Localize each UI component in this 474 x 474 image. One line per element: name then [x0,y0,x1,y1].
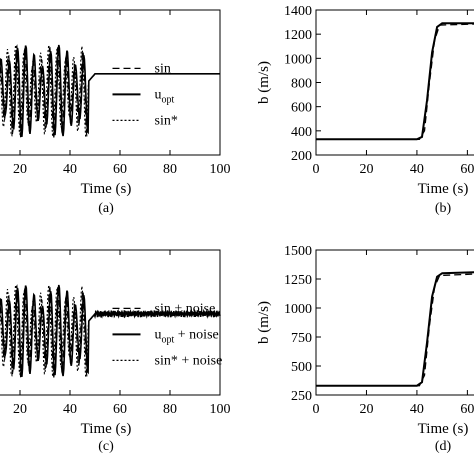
x-tick-label: 20 [13,162,27,177]
plot-frame [0,249,221,396]
x-tick-label: 20 [359,162,373,177]
series-line-solid [0,284,221,378]
series-line-dotted [0,284,221,378]
panel-label: (c) [98,439,114,454]
x-tick-label: 60 [460,402,474,417]
y-tick-label: 1250 [284,273,312,288]
series-line-solid [316,271,474,387]
series-line-dashed [316,23,474,140]
x-axis-label: Time (s) [81,181,132,197]
y-tick-label: 1000 [284,302,312,317]
x-axis-label: Time (s) [81,421,132,437]
legend-label: sin* [155,113,178,128]
x-tick-label: 20 [13,402,27,417]
x-tick-label: 60 [460,162,474,177]
panel-label: (a) [98,201,114,216]
y-tick-label: 600 [291,101,312,116]
y-axis-label: b (m/s) [256,301,272,344]
panel-label: (b) [435,201,452,216]
legend-label: uopt [155,87,175,105]
x-tick-label: 0 [313,162,320,177]
legend-label: uopt + noise [155,327,219,345]
x-tick-label: 40 [63,402,77,417]
x-tick-label: 80 [163,162,177,177]
y-axis-label: b (m/s) [256,61,272,104]
series-line-dotted [0,44,220,138]
legend-subscript: opt [162,94,175,105]
y-tick-label: 1000 [284,52,312,67]
series-line-dashed [0,44,220,138]
panel-d [315,249,474,396]
x-tick-label: 40 [63,162,77,177]
panel-b [315,9,474,156]
panel-label: (d) [435,439,452,454]
legend-subscript: opt [162,334,175,345]
legend-label: sin* + noise [155,353,223,368]
legend-label: sin [155,61,171,76]
y-tick-label: 200 [291,149,312,164]
x-axis-label: Time (s) [418,181,469,197]
x-tick-label: 80 [163,402,177,417]
series-line-solid [0,44,220,138]
y-tick-label: 250 [291,389,312,404]
series-line-dashed [0,284,221,378]
y-tick-label: 750 [291,331,312,346]
series-line-dashed [316,273,474,387]
x-tick-label: 20 [359,402,373,417]
plot-frame [315,249,474,396]
x-tick-label: 40 [410,162,424,177]
x-tick-label: 100 [210,162,231,177]
panel-c: sin + noise uopt + noise sin* + noise [0,249,223,396]
x-tick-label: 0 [313,402,320,417]
series-line-solid [316,22,474,141]
x-tick-label: 40 [410,402,424,417]
x-axis-label: Time (s) [418,421,469,437]
legend-suffix: + noise [174,327,218,342]
plot-frame [315,9,474,156]
x-tick-label: 100 [210,402,231,417]
x-tick-label: 60 [113,162,127,177]
y-tick-label: 1200 [284,28,312,43]
y-tick-label: 400 [291,125,312,140]
x-tick-label: 60 [113,402,127,417]
plot-frame [0,9,221,156]
y-tick-label: 1400 [284,4,312,19]
legend-label: sin + noise [155,301,216,316]
y-tick-label: 800 [291,77,312,92]
y-tick-label: 1500 [284,244,312,259]
panel-a: sin uopt sin* [0,9,221,156]
y-tick-label: 500 [291,360,312,375]
